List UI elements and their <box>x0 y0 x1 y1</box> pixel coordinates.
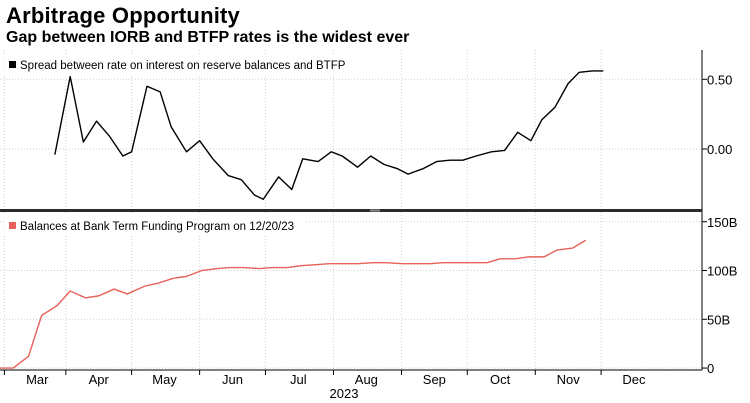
btfp-y-tick-label: 100B <box>707 264 737 279</box>
chart-subtitle: Gap between IORB and BTFP rates is the w… <box>6 29 410 46</box>
btfp-series-line <box>0 239 587 369</box>
panel-divider-grip-icon[interactable] <box>370 209 380 212</box>
x-axis-month-label: Nov <box>557 372 581 387</box>
chart-title: Arbitrage Opportunity <box>6 3 240 28</box>
x-axis-month-label: Aug <box>355 372 378 387</box>
btfp-y-tick-label: 150B <box>707 215 737 230</box>
spread-y-tick-label: 0.50 <box>707 72 732 87</box>
btfp-y-tick-label: 0 <box>707 361 714 376</box>
btfp-y-tick-label: 50B <box>707 312 730 327</box>
x-axis-month-label: Jul <box>290 372 307 387</box>
spread-legend <box>4 56 349 76</box>
x-axis-year-label: 2023 <box>330 386 359 401</box>
panel-divider[interactable] <box>0 209 702 212</box>
spread-legend-label: Spread between rate on interest on reser… <box>20 60 346 72</box>
btfp-legend-swatch <box>9 222 16 229</box>
spread-y-tick-label: 0.00 <box>707 142 732 157</box>
spread-legend-swatch <box>9 61 16 68</box>
spread-series-line <box>54 70 604 200</box>
btfp-legend-label: Balances at Bank Term Funding Program on… <box>20 221 294 233</box>
x-axis-month-label: Sep <box>423 372 446 387</box>
btfp-legend <box>4 215 304 235</box>
x-axis-month-label: Jun <box>222 372 243 387</box>
x-axis-month-label: Apr <box>89 372 110 387</box>
x-axis-month-label: Oct <box>490 372 511 387</box>
x-axis-month-label: May <box>152 372 177 387</box>
x-axis-month-label: Dec <box>622 372 646 387</box>
x-axis-month-label: Mar <box>26 372 49 387</box>
